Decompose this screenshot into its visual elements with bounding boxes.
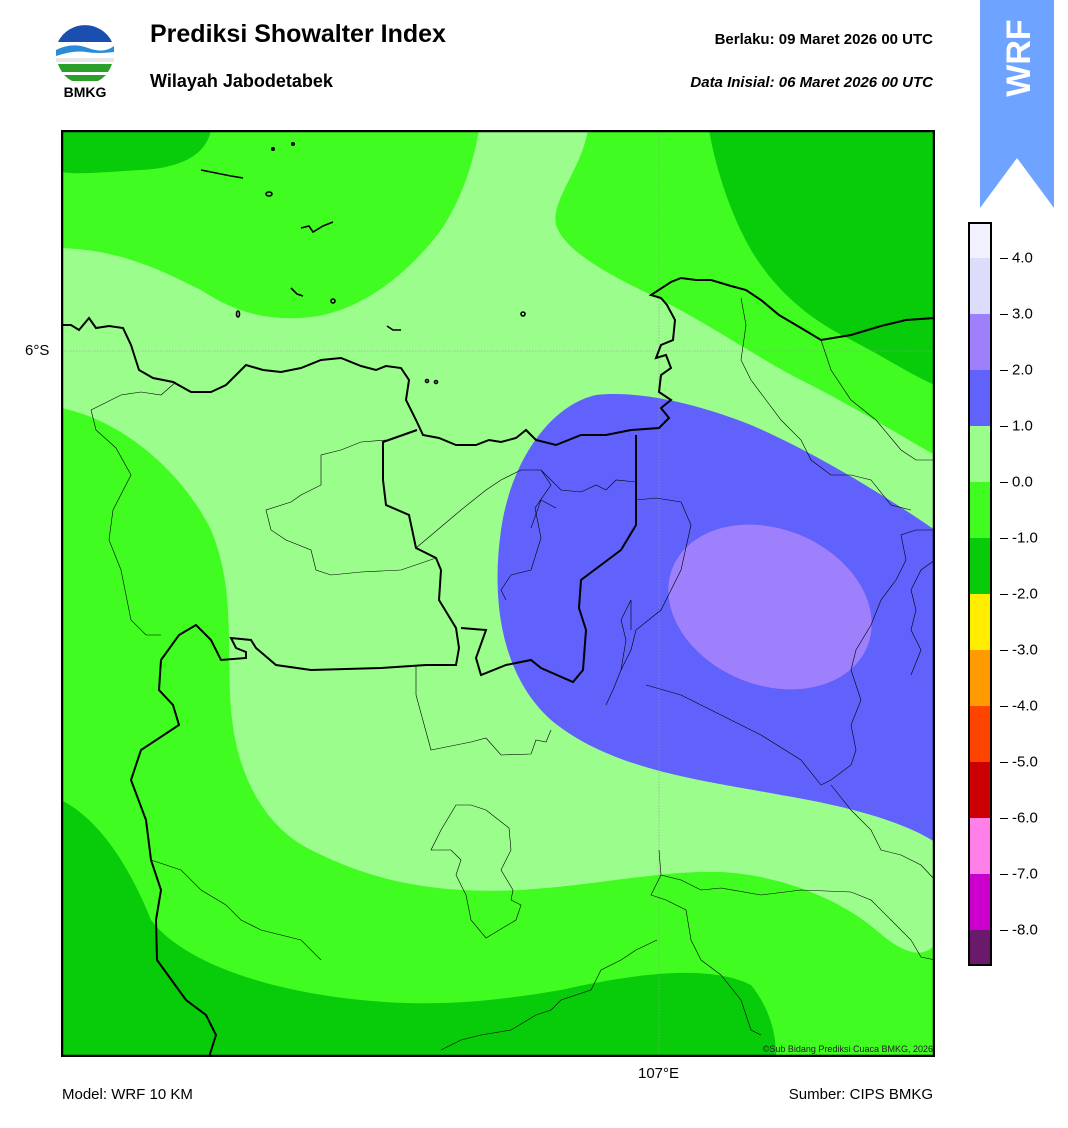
district-boundaries bbox=[90, 297, 935, 1051]
colorbar-tick-label: -2.0 bbox=[1012, 585, 1038, 603]
colorbar-tick bbox=[1000, 538, 1008, 539]
colorbar-tick bbox=[1000, 594, 1008, 595]
colorbar-swatches bbox=[968, 222, 992, 966]
contour-level-neg2-neg1-topright bbox=[709, 130, 935, 385]
colorbar-tick-label: 2.0 bbox=[1012, 361, 1033, 379]
colorbar-tick-label: 1.0 bbox=[1012, 417, 1033, 435]
islands bbox=[200, 142, 526, 385]
longitude-label: 107°E bbox=[638, 1065, 680, 1082]
colorbar-swatch bbox=[968, 650, 992, 706]
colorbar-tick-label: 3.0 bbox=[1012, 305, 1033, 323]
colorbar-swatch bbox=[968, 258, 992, 314]
colorbar-tick-label: 4.0 bbox=[1012, 249, 1033, 267]
colorbar-swatch bbox=[968, 370, 992, 426]
jakarta-boundary bbox=[460, 435, 637, 684]
colorbar-tick bbox=[1000, 706, 1008, 707]
wrf-flag: WRF bbox=[980, 0, 1054, 208]
colorbar-tick bbox=[1000, 762, 1008, 763]
colorbar-swatch bbox=[968, 874, 992, 930]
colorbar-tick bbox=[1000, 650, 1008, 651]
colorbar-tick-label: -4.0 bbox=[1012, 697, 1038, 715]
colorbar-swatch bbox=[968, 762, 992, 818]
colorbar-tick bbox=[1000, 930, 1008, 931]
colorbar-swatch bbox=[968, 314, 992, 370]
bmkg-logo bbox=[55, 23, 115, 83]
colorbar-swatch bbox=[968, 930, 992, 966]
colorbar-swatch bbox=[968, 482, 992, 538]
logo-text: BMKG bbox=[63, 84, 107, 100]
wrf-flag-text: WRF bbox=[1000, 19, 1038, 96]
colorbar-tick bbox=[1000, 370, 1008, 371]
colorbar-tick bbox=[1000, 314, 1008, 315]
colorbar-tick-label: -5.0 bbox=[1012, 753, 1038, 771]
latitude-label: 6°S bbox=[25, 342, 50, 359]
colorbar-tick-label: 0.0 bbox=[1012, 473, 1033, 491]
colorbar-tick bbox=[1000, 818, 1008, 819]
colorbar-swatch bbox=[968, 706, 992, 762]
colorbar-tick-label: -8.0 bbox=[1012, 921, 1038, 939]
source-label: Sumber: CIPS BMKG bbox=[788, 1086, 933, 1103]
colorbar-labels: 4.0 3.0 2.0 1.0 0.0 -1.0 -2.0 -3.0 -4.0 -5.0 -6.0 -… bbox=[1000, 222, 1060, 966]
colorbar-swatch bbox=[968, 222, 992, 258]
contour-level-neg2-neg1-bottom bbox=[61, 800, 776, 1057]
copyright-text: ©Sub Bidang Prediksi Cuaca BMKG, 2026 bbox=[762, 1044, 933, 1054]
colorbar-tick bbox=[1000, 874, 1008, 875]
colorbar-swatch bbox=[968, 818, 992, 874]
valid-time-label: Berlaku: 09 Maret 2026 00 UTC bbox=[714, 31, 933, 48]
colorbar-swatch bbox=[968, 594, 992, 650]
colorbar-tick bbox=[1000, 258, 1008, 259]
contour-level-neg2-neg1-topleft bbox=[61, 130, 211, 174]
colorbar-tick-label: -3.0 bbox=[1012, 641, 1038, 659]
model-label: Model: WRF 10 KM bbox=[62, 1086, 193, 1103]
colorbar-tick bbox=[1000, 426, 1008, 427]
init-time-label: Data Inisial: 06 Maret 2026 00 UTC bbox=[690, 74, 933, 91]
coastline bbox=[61, 276, 935, 447]
colorbar-tick bbox=[1000, 482, 1008, 483]
province-boundary bbox=[129, 429, 461, 1057]
colorbar-tick-label: -6.0 bbox=[1012, 809, 1038, 827]
colorbar bbox=[968, 222, 992, 966]
colorbar-swatch bbox=[968, 538, 992, 594]
page-subtitle: Wilayah Jabodetabek bbox=[150, 71, 333, 91]
contour-level-2-3 bbox=[668, 524, 872, 690]
forecast-map bbox=[61, 130, 935, 1057]
colorbar-tick-label: -7.0 bbox=[1012, 865, 1038, 883]
colorbar-tick-label: -1.0 bbox=[1012, 529, 1038, 547]
colorbar-swatch bbox=[968, 426, 992, 482]
page-title: Prediksi Showalter Index bbox=[150, 20, 446, 48]
